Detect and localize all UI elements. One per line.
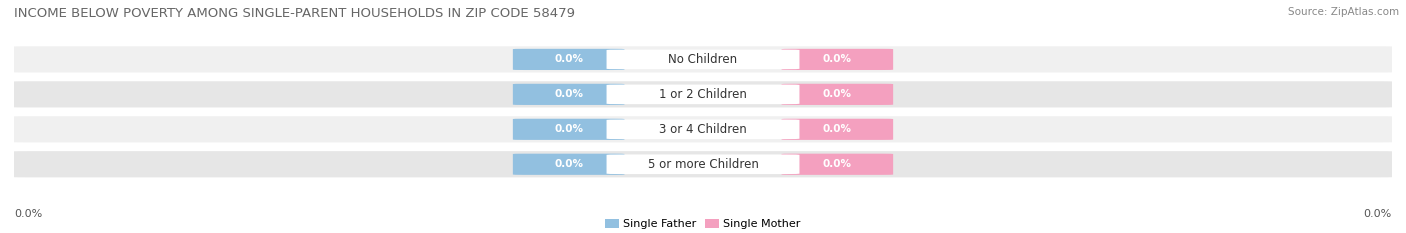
Text: 0.0%: 0.0%	[823, 55, 852, 64]
FancyBboxPatch shape	[782, 84, 893, 105]
Text: 3 or 4 Children: 3 or 4 Children	[659, 123, 747, 136]
FancyBboxPatch shape	[606, 120, 800, 139]
Text: 0.0%: 0.0%	[554, 89, 583, 99]
Text: 0.0%: 0.0%	[823, 159, 852, 169]
Text: No Children: No Children	[668, 53, 738, 66]
FancyBboxPatch shape	[7, 151, 1399, 177]
FancyBboxPatch shape	[606, 154, 800, 174]
Text: 0.0%: 0.0%	[1364, 209, 1392, 219]
Text: 0.0%: 0.0%	[14, 209, 42, 219]
Text: 0.0%: 0.0%	[823, 124, 852, 134]
Text: 1 or 2 Children: 1 or 2 Children	[659, 88, 747, 101]
Text: 0.0%: 0.0%	[823, 89, 852, 99]
FancyBboxPatch shape	[7, 46, 1399, 72]
Text: Source: ZipAtlas.com: Source: ZipAtlas.com	[1288, 7, 1399, 17]
FancyBboxPatch shape	[513, 49, 624, 70]
FancyBboxPatch shape	[782, 119, 893, 140]
FancyBboxPatch shape	[513, 119, 624, 140]
FancyBboxPatch shape	[782, 154, 893, 175]
FancyBboxPatch shape	[606, 85, 800, 104]
Text: 0.0%: 0.0%	[554, 55, 583, 64]
Legend: Single Father, Single Mother: Single Father, Single Mother	[606, 219, 800, 229]
Text: 0.0%: 0.0%	[554, 159, 583, 169]
FancyBboxPatch shape	[7, 116, 1399, 142]
FancyBboxPatch shape	[513, 154, 624, 175]
FancyBboxPatch shape	[513, 84, 624, 105]
Text: 5 or more Children: 5 or more Children	[648, 158, 758, 171]
Text: 0.0%: 0.0%	[554, 124, 583, 134]
FancyBboxPatch shape	[606, 50, 800, 69]
Text: INCOME BELOW POVERTY AMONG SINGLE-PARENT HOUSEHOLDS IN ZIP CODE 58479: INCOME BELOW POVERTY AMONG SINGLE-PARENT…	[14, 7, 575, 20]
FancyBboxPatch shape	[7, 81, 1399, 107]
FancyBboxPatch shape	[782, 49, 893, 70]
